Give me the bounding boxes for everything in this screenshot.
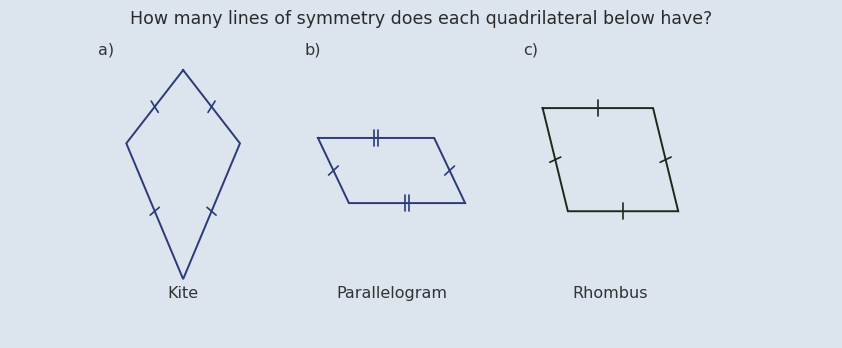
Text: a): a) [98,43,114,58]
Text: Rhombus: Rhombus [573,286,648,301]
Text: Kite: Kite [168,286,199,301]
Text: b): b) [305,43,321,58]
Text: Parallelogram: Parallelogram [336,286,447,301]
Text: c): c) [524,43,538,58]
Text: How many lines of symmetry does each quadrilateral below have?: How many lines of symmetry does each qua… [130,10,712,29]
